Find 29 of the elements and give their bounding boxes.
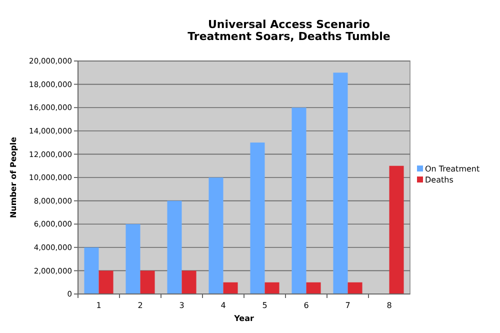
x-tick-label: 1 bbox=[96, 301, 102, 310]
bar bbox=[84, 247, 99, 294]
bar bbox=[98, 270, 114, 294]
legend-label: Deaths bbox=[425, 175, 454, 184]
bar bbox=[182, 270, 196, 294]
x-tick-label: 2 bbox=[138, 301, 143, 310]
y-axis-title: Number of People bbox=[9, 136, 18, 218]
x-tick-label: 6 bbox=[304, 301, 309, 310]
chart-subtitle: Treatment Soars, Deaths Tumble bbox=[188, 30, 390, 43]
bar bbox=[333, 72, 348, 294]
legend-label: On Treatment bbox=[425, 164, 480, 174]
bar bbox=[126, 224, 140, 294]
bar bbox=[223, 282, 238, 294]
chart-title: Universal Access Scenario bbox=[208, 18, 370, 31]
x-tick-label: 3 bbox=[179, 301, 184, 310]
bar bbox=[389, 166, 404, 294]
x-tick-label: 4 bbox=[220, 301, 226, 310]
x-axis-title: Year bbox=[233, 314, 254, 323]
x-tick-label: 7 bbox=[345, 301, 350, 310]
x-tick-label: 8 bbox=[386, 301, 392, 310]
x-tick-label: 5 bbox=[262, 301, 268, 310]
bar bbox=[348, 282, 362, 294]
bar bbox=[264, 282, 280, 294]
bar bbox=[167, 200, 182, 294]
bar bbox=[306, 282, 321, 294]
bar bbox=[292, 108, 306, 294]
bar bbox=[250, 142, 265, 294]
bar bbox=[208, 178, 224, 294]
bar bbox=[140, 270, 155, 294]
